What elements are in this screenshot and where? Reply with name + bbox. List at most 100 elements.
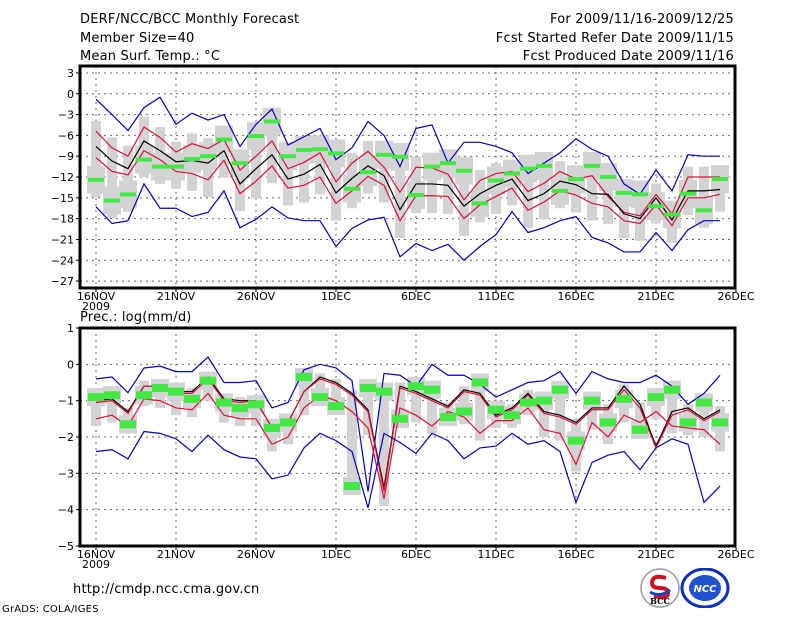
- observed-mark: [296, 373, 312, 382]
- observed-mark: [200, 376, 216, 385]
- bcc-logo-text: BCC: [650, 596, 670, 606]
- observed-mark: [488, 405, 504, 414]
- observed-mark: [104, 391, 120, 400]
- observed-mark: [232, 403, 248, 412]
- observed-mark: [312, 393, 328, 402]
- spread-box: [123, 145, 133, 212]
- spread-box: [587, 155, 597, 221]
- y-tick-label: −4: [58, 504, 74, 517]
- spread-box: [635, 402, 645, 437]
- spread-box: [235, 152, 245, 211]
- observed-mark: [568, 436, 584, 445]
- spread-box: [379, 144, 389, 203]
- observed-mark: [264, 119, 280, 124]
- x-year-label: 2009: [82, 300, 110, 313]
- spread-box: [555, 384, 565, 441]
- observed-mark: [168, 387, 184, 396]
- observed-mark: [328, 151, 344, 156]
- x-tick-label: 16DEC: [557, 290, 594, 303]
- observed-mark: [680, 191, 696, 196]
- observed-mark: [536, 396, 552, 405]
- observed-mark: [616, 394, 632, 403]
- y-tick-label: −18: [51, 213, 74, 226]
- x-tick-label: 26NOV: [237, 548, 276, 561]
- x-tick-label: 26NOV: [237, 290, 276, 303]
- observed-mark: [312, 147, 328, 152]
- ncc-logo: NCC: [680, 568, 730, 608]
- observed-mark: [472, 378, 488, 387]
- observed-mark: [632, 425, 648, 434]
- spread-box: [379, 386, 389, 507]
- x-tick-label: 26DEC: [717, 548, 754, 561]
- x-tick-label: 16NOV: [77, 548, 116, 561]
- observed-mark: [520, 398, 536, 407]
- observed-mark: [248, 400, 264, 409]
- y-tick-label: −3: [58, 467, 74, 480]
- spread-box: [619, 182, 629, 239]
- start-date: Fcst Started Refer Date 2009/11/15: [495, 31, 734, 46]
- x-tick-label: 21NOV: [157, 548, 196, 561]
- spread-box: [251, 125, 261, 199]
- y-tick-label: −5: [58, 540, 74, 553]
- series-min: [95, 430, 721, 509]
- observed-mark: [680, 418, 696, 427]
- observed-mark: [584, 163, 600, 168]
- observed-mark: [408, 193, 424, 198]
- observed-mark: [88, 177, 104, 182]
- y-tick-label: −15: [51, 192, 74, 205]
- observed-mark: [456, 168, 472, 173]
- observed-mark: [216, 398, 232, 407]
- y-tick-label: −21: [51, 233, 74, 246]
- observed-mark: [376, 387, 392, 396]
- spread-box: [523, 158, 533, 228]
- observed-mark: [552, 188, 568, 193]
- spread-box: [347, 389, 357, 494]
- y-tick-label: −2: [58, 431, 74, 444]
- observed-mark: [552, 385, 568, 394]
- observed-mark: [88, 393, 104, 402]
- x-year-label: 2009: [82, 558, 110, 571]
- observed-mark: [712, 418, 728, 427]
- observed-mark: [408, 382, 424, 391]
- observed-mark: [136, 157, 152, 162]
- observed-mark: [392, 154, 408, 159]
- observed-mark: [136, 391, 152, 400]
- spread-box: [363, 382, 373, 436]
- observed-mark: [360, 170, 376, 175]
- observed-mark: [328, 402, 344, 411]
- spread-box: [331, 378, 341, 414]
- spread-box: [587, 395, 597, 430]
- observed-mark: [600, 418, 616, 427]
- x-tick-label: 1DEC: [321, 290, 351, 303]
- y-tick-label: −24: [51, 254, 74, 267]
- spread-box: [395, 382, 405, 427]
- spread-box: [91, 120, 101, 198]
- series-max: [95, 96, 720, 196]
- observed-mark: [456, 407, 472, 416]
- observed-mark: [280, 154, 296, 159]
- spread-box: [91, 391, 101, 427]
- observed-mark: [280, 418, 296, 427]
- observed-mark: [120, 420, 136, 429]
- observed-mark: [568, 177, 584, 182]
- observed-mark: [664, 212, 680, 217]
- spread-box: [299, 371, 309, 416]
- observed-mark: [424, 385, 440, 394]
- x-tick-label: 21NOV: [157, 290, 196, 303]
- observed-mark: [152, 383, 168, 392]
- spread-box: [315, 138, 325, 195]
- grads-credit: GrADS: COLA/IGES: [2, 604, 99, 615]
- observed-mark: [712, 177, 728, 182]
- observed-mark: [632, 192, 648, 197]
- observed-mark: [488, 178, 504, 183]
- spread-box: [539, 155, 549, 220]
- footer-url[interactable]: http://cmdp.ncc.cma.gov.cn: [73, 582, 260, 597]
- bcc-logo: BCC: [640, 568, 680, 608]
- x-tick-label: 26DEC: [717, 290, 754, 303]
- observed-mark: [360, 383, 376, 392]
- observed-mark: [344, 482, 360, 491]
- observed-mark: [536, 163, 552, 168]
- spread-box: [459, 160, 469, 236]
- observed-mark: [664, 385, 680, 394]
